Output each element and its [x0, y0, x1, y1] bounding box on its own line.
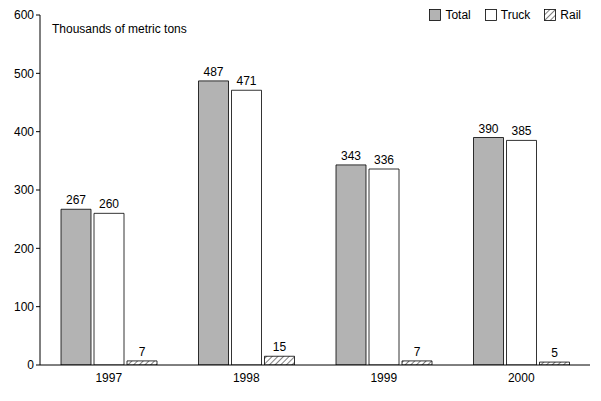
- svg-text:15: 15: [273, 340, 287, 354]
- html-text:Total: Total: [445, 8, 471, 22]
- svg-text:390: 390: [478, 122, 498, 136]
- svg-text:1998: 1998: [233, 371, 260, 385]
- svg-text:385: 385: [511, 124, 531, 138]
- svg-text:336: 336: [374, 153, 394, 167]
- svg-text:5: 5: [551, 346, 558, 360]
- svg-text:2000: 2000: [508, 371, 535, 385]
- svg-text:500: 500: [14, 67, 34, 81]
- svg-text:200: 200: [14, 242, 34, 256]
- html-text:Thousands of metric tons: Thousands of metric tons: [52, 22, 187, 36]
- svg-text:0: 0: [27, 358, 34, 372]
- svg-text:1999: 1999: [370, 371, 397, 385]
- svg-text:100: 100: [14, 300, 34, 314]
- svg-text:7: 7: [414, 345, 421, 359]
- svg-text:471: 471: [236, 74, 256, 88]
- svg-text:343: 343: [341, 149, 361, 163]
- svg-text:487: 487: [203, 65, 223, 79]
- svg-text:267: 267: [66, 193, 86, 207]
- svg-text:1997: 1997: [95, 371, 122, 385]
- svg-text:400: 400: [14, 125, 34, 139]
- svg-text:300: 300: [14, 183, 34, 197]
- svg-text:600: 600: [14, 8, 34, 22]
- svg-text:260: 260: [99, 197, 119, 211]
- html-text:Rail: Rail: [560, 8, 581, 22]
- svg-text:7: 7: [139, 345, 146, 359]
- html-text:Truck: Truck: [500, 8, 531, 22]
